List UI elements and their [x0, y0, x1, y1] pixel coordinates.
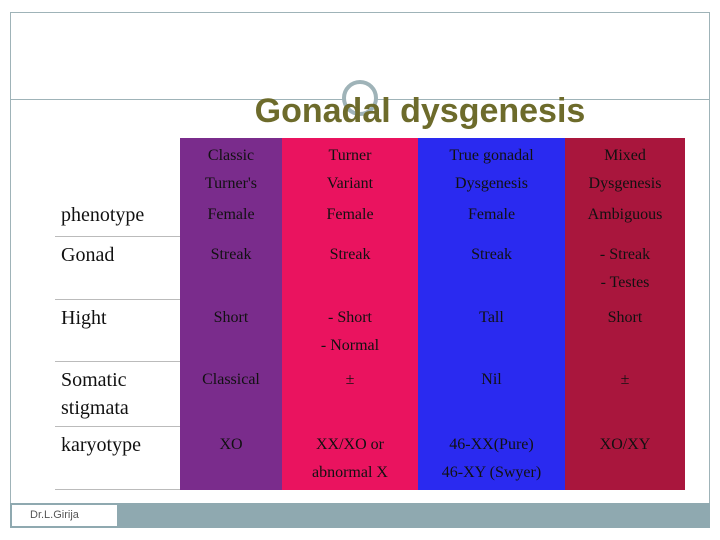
text-line: ±: [620, 371, 630, 388]
table-cell: Female: [180, 197, 282, 237]
table-cell: ±: [282, 362, 418, 427]
table-cell: Classical: [180, 362, 282, 427]
table-cell: XO: [180, 427, 282, 490]
text-line: - Streak: [599, 246, 651, 263]
row-label: karyotype: [55, 427, 180, 490]
text-line: Turner's: [204, 175, 258, 192]
table-cell: Streak: [418, 237, 565, 300]
table-cell: Tall: [418, 300, 565, 362]
text-line: ±: [345, 371, 355, 388]
text-line: abnormal X: [312, 464, 388, 481]
text-line: Female: [326, 206, 374, 223]
text-line: Mixed: [604, 147, 646, 164]
text-line: XO/XY: [599, 436, 651, 453]
text-line: - Testes: [600, 274, 650, 291]
table-cell: Streak: [282, 237, 418, 300]
table-cell: - Short - Normal: [282, 300, 418, 362]
column-header: Mixed Dysgenesis: [565, 138, 685, 197]
text-line: 46-XX(Pure): [449, 436, 534, 453]
table-cell: Ambiguous: [565, 197, 685, 237]
author: Dr.L.Girija: [12, 505, 117, 526]
text-line: Classic: [207, 147, 255, 164]
text-line: 46-XY (Swyer): [441, 464, 542, 481]
table-cell: ±: [565, 362, 685, 427]
column-header: Classic Turner's: [180, 138, 282, 197]
text-line: - Normal: [320, 337, 380, 354]
text-line: Short: [213, 309, 249, 326]
row-label: Hight: [55, 300, 180, 362]
text-line: Hight: [61, 307, 107, 329]
table-cell: - Streak - Testes: [565, 237, 685, 300]
text-line: True gonadal: [449, 147, 534, 164]
table-cell: Streak: [180, 237, 282, 300]
text-line: Dysgenesis: [455, 175, 528, 192]
text-line: Variant: [326, 175, 374, 192]
text-line: Somatic: [61, 369, 127, 391]
text-line: stigmata: [61, 397, 129, 419]
column-header: True gonadal Dysgenesis: [418, 138, 565, 197]
text-line: Streak: [471, 246, 512, 263]
text-line: Short: [607, 309, 643, 326]
text-line: Female: [467, 206, 516, 223]
text-line: Classical: [202, 371, 260, 388]
table-cell: Female: [282, 197, 418, 237]
table-cell: XX/XO or abnormal X: [282, 427, 418, 490]
column-header: Turner Variant: [282, 138, 418, 197]
table-cell: 46-XX(Pure) 46-XY (Swyer): [418, 427, 565, 490]
table-cell: XO/XY: [565, 427, 685, 490]
table-cell: Nil: [418, 362, 565, 427]
ornament-circle: [342, 80, 378, 116]
footer-bar: [10, 503, 710, 528]
title: Gonadal dysgenesis: [254, 92, 586, 130]
text-line: Streak: [210, 246, 252, 263]
text-line: Female: [207, 206, 255, 223]
text-line: - Short: [328, 309, 372, 326]
text-line: karyotype: [61, 434, 141, 456]
table-cell: Female: [418, 197, 565, 237]
text-line: Turner: [328, 147, 372, 164]
text-line: phenotype: [61, 204, 145, 226]
text-line: Streak: [329, 246, 371, 263]
text-line: Ambiguous: [587, 206, 663, 223]
text-line: XO: [219, 436, 243, 453]
table-cell: Short: [180, 300, 282, 362]
text-line: Nil: [481, 371, 502, 388]
row-label: Somatic stigmata: [55, 362, 180, 427]
row-label: Gonad: [55, 237, 180, 300]
table-cell: Short: [565, 300, 685, 362]
text-line: Tall: [479, 309, 504, 326]
text-line: XX/XO or: [316, 436, 384, 453]
row-label: phenotype: [55, 197, 180, 237]
text-line: Dysgenesis: [588, 175, 662, 192]
text-line: Gonad: [61, 244, 115, 266]
